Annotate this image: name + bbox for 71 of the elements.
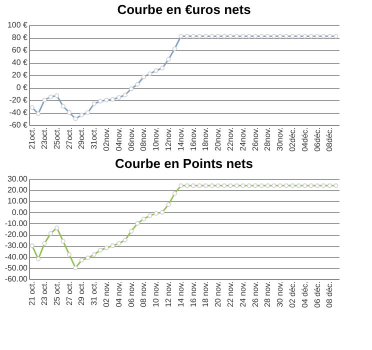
y-tick-label: -40 € [9, 108, 28, 117]
x-tick-label: 06 déc. [312, 282, 322, 308]
x-tick-label: 08nov. [139, 128, 148, 151]
x-tick-label: 24nov. [238, 128, 248, 151]
y-tick-label: 100 € [7, 20, 28, 30]
x-tick-label: 04nov. [114, 128, 124, 151]
x-tick-label: 16nov. [188, 128, 198, 151]
x-tick-label: 29oct. [77, 128, 86, 150]
x-tick-label: 31 oct. [90, 282, 99, 306]
x-tick-label: 21oct. [28, 128, 37, 150]
x-tick-label: 02déc. [288, 128, 297, 152]
x-tick-label: 08 nov. [139, 282, 148, 308]
x-tick-label: 23oct. [40, 128, 49, 150]
x-tick-label: 27 oct. [64, 282, 74, 306]
x-tick-label: 08 déc. [325, 282, 334, 308]
x-tick-label: 02nov. [102, 128, 111, 151]
y-tick-label: 40 € [12, 58, 28, 67]
y-tick-label: 20.00 [7, 186, 28, 195]
x-tick-label: 30nov. [276, 128, 285, 151]
x-tick-label: 18 nov. [201, 282, 210, 308]
x-tick-label: 23 oct. [40, 282, 49, 306]
chart-title: Courbe en €uros nets [117, 2, 251, 17]
x-tick-label: 24 nov. [238, 282, 248, 308]
y-tick-label: -30.00 [4, 241, 28, 250]
x-tick-label: 27oct. [64, 128, 74, 150]
y-tick-label: -40.00 [4, 252, 28, 262]
x-tick-label: 25oct. [52, 128, 62, 150]
x-tick-label: 10 nov. [152, 282, 161, 308]
x-tick-label: 14nov. [176, 128, 186, 151]
x-tick-label: 31oct. [90, 128, 99, 150]
y-tick-label: 0.00 [12, 208, 28, 217]
x-tick-label: 04 déc. [300, 282, 310, 308]
x-tick-label: 02 déc. [288, 282, 297, 308]
x-tick-label: 18nov. [201, 128, 210, 151]
x-tick-label: 12nov. [164, 128, 173, 151]
y-tick-label: 0 € [16, 83, 28, 92]
y-tick-label: 30.00 [7, 174, 28, 184]
x-tick-label: 06 nov. [126, 282, 136, 308]
x-tick-label: 16 nov. [188, 282, 198, 308]
y-tick-label: -20.00 [4, 230, 28, 240]
x-tick-label: 20nov. [214, 128, 223, 151]
x-tick-label: 04déc. [300, 128, 310, 152]
x-tick-label: 30 nov. [276, 282, 285, 308]
x-tick-label: 25 oct. [52, 282, 62, 306]
x-tick-label: 02 nov. [102, 282, 111, 308]
x-tick-label: 04 nov. [114, 282, 124, 308]
x-tick-label: 06nov. [126, 128, 136, 151]
y-tick-label: -10.00 [4, 218, 28, 228]
x-tick-label: 21 oct. [28, 282, 37, 306]
x-tick-label: 28nov. [263, 128, 272, 151]
y-tick-label: 60 € [12, 46, 28, 54]
x-tick-label: 14 nov. [176, 282, 186, 308]
x-tick-label: 22 nov. [226, 282, 235, 308]
chart-title: Courbe en Points nets [115, 156, 253, 171]
x-tick-label: 26 nov. [250, 282, 260, 308]
x-tick-label: 29 oct. [77, 282, 86, 306]
y-tick-label: 20 € [12, 70, 28, 80]
y-tick-label: 80 € [12, 33, 28, 42]
y-tick-label: -50.00 [4, 263, 28, 272]
x-tick-label: 28 nov. [263, 282, 272, 308]
y-tick-label: -20 € [9, 96, 28, 104]
y-tick-label: 10.00 [7, 196, 28, 206]
y-tick-label: -60.00 [4, 274, 28, 284]
x-tick-label: 26nov. [250, 128, 260, 151]
x-tick-label: 10nov. [152, 128, 161, 151]
x-tick-label: 08déc. [325, 128, 334, 152]
x-tick-label: 22nov. [226, 128, 235, 151]
x-tick-label: 06déc. [312, 128, 322, 152]
x-tick-label: 12 nov. [164, 282, 173, 308]
x-tick-label: 20 nov. [214, 282, 223, 308]
y-tick-label: -60 € [9, 120, 28, 130]
